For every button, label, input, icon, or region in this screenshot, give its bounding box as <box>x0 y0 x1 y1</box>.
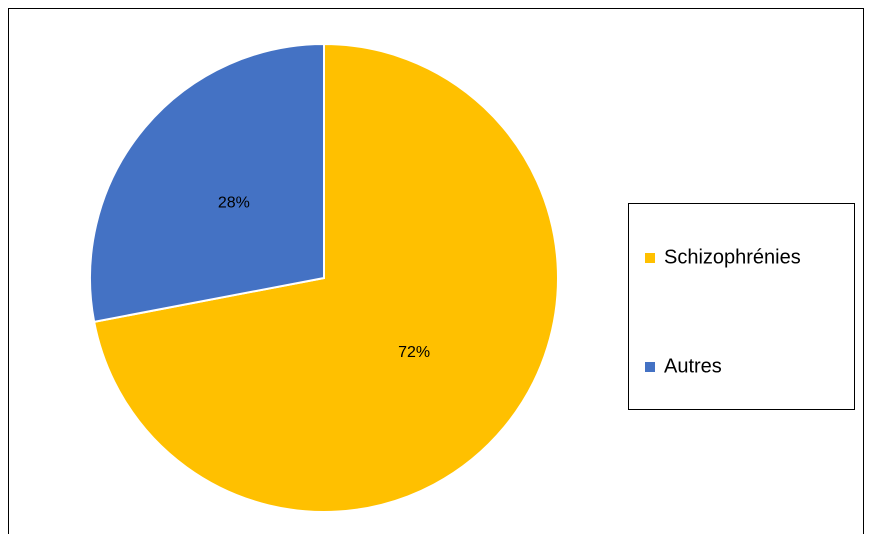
pie-slice <box>89 42 325 324</box>
legend-label: Schizophrénies <box>664 246 801 268</box>
data-label: 28% <box>218 195 250 212</box>
legend-label: Autres <box>664 355 722 377</box>
chart-border <box>8 8 864 534</box>
pie-slice <box>92 42 559 513</box>
data-label: 72% <box>398 344 430 361</box>
legend-swatch <box>645 253 655 263</box>
legend-swatch <box>645 362 655 372</box>
legend-box <box>628 203 855 410</box>
